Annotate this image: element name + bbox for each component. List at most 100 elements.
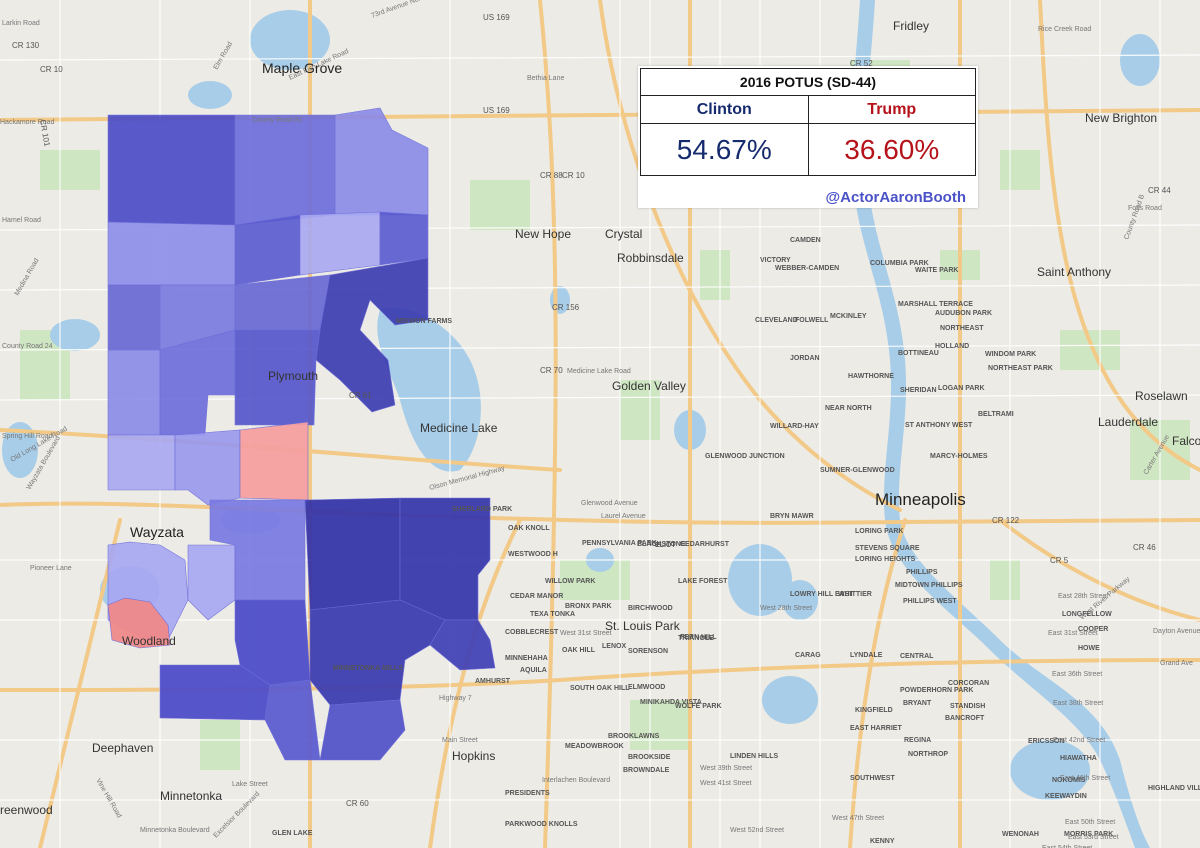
road-label: Foss Road bbox=[1128, 205, 1162, 212]
neighborhood-label: SORENSON bbox=[628, 648, 668, 655]
road-label: Bethia Lane bbox=[527, 75, 564, 82]
city-label: Deephaven bbox=[92, 741, 153, 755]
city-label: Lauderdale bbox=[1098, 415, 1158, 429]
election-result-box: 2016 POTUS (SD-44) Clinton Trump 54.67% … bbox=[638, 66, 978, 208]
neighborhood-label: SHERIDAN bbox=[900, 387, 937, 394]
neighborhood-label: LENOX bbox=[602, 643, 626, 650]
district-north[interactable] bbox=[107, 107, 429, 506]
city-label: Plymouth bbox=[268, 369, 318, 383]
neighborhood-label: WENONAH bbox=[1002, 831, 1039, 838]
precinct bbox=[299, 211, 381, 276]
neighborhood-label: SOUTH OAK HILL bbox=[570, 685, 630, 692]
road-label: CR 52 bbox=[850, 59, 873, 68]
neighborhood-label: WESTWOOD H bbox=[508, 551, 558, 558]
neighborhood-label: ERICSSON bbox=[1028, 738, 1065, 745]
city-label: Crystal bbox=[605, 227, 642, 241]
neighborhood-label: BRONX PARK bbox=[565, 603, 612, 610]
city-label: Roselawn bbox=[1135, 389, 1188, 403]
neighborhood-label: LORING HEIGHTS bbox=[855, 556, 916, 563]
road-label: CR 156 bbox=[552, 303, 580, 312]
road-label: CR 130 bbox=[12, 41, 40, 50]
city-label: Wayzata bbox=[130, 524, 184, 540]
clinton-percentage: 54.67% bbox=[641, 124, 809, 175]
precinct-rep bbox=[239, 421, 309, 501]
neighborhood-label: STANDISH bbox=[950, 703, 985, 710]
neighborhood-label: KENNY bbox=[870, 838, 895, 845]
precinct bbox=[379, 211, 429, 266]
city-label: Maple Grove bbox=[262, 60, 342, 76]
road-label: West 52nd Street bbox=[730, 827, 784, 834]
road-label: CR 44 bbox=[1148, 186, 1171, 195]
neighborhood-label: WILLARD-HAY bbox=[770, 423, 819, 430]
neighborhood-label: ELIOT bbox=[655, 542, 676, 549]
road-label: West 31st Street bbox=[560, 630, 612, 637]
road-label: Spring Hill Road bbox=[2, 433, 53, 440]
neighborhood-label: CARAG bbox=[795, 652, 821, 659]
road-label: Lake Street bbox=[232, 781, 268, 788]
road-label: East 50th Street bbox=[1065, 819, 1115, 826]
percentage-row: 54.67% 36.60% bbox=[641, 124, 975, 175]
neighborhood-label: HIAWATHA bbox=[1060, 755, 1097, 762]
road-label: Minnetonka Boulevard bbox=[140, 827, 210, 834]
precinct bbox=[107, 114, 236, 226]
neighborhood-label: LYNDALE bbox=[850, 652, 883, 659]
author-credit[interactable]: @ActorAaronBooth bbox=[825, 189, 966, 206]
precinct bbox=[234, 274, 331, 331]
neighborhood-label: VICTORY bbox=[760, 257, 791, 264]
city-label: reenwood bbox=[0, 803, 53, 817]
precinct bbox=[429, 619, 496, 671]
neighborhood-label: MORRIS PARK bbox=[1064, 831, 1113, 838]
city-label: Saint Anthony bbox=[1037, 265, 1111, 279]
neighborhood-label: BANCROFT bbox=[945, 715, 985, 722]
neighborhood-label: SUMNER-GLENWOOD bbox=[820, 467, 895, 474]
road-label: East 54th Street bbox=[1042, 845, 1092, 848]
road-label: East 53rd Street bbox=[1068, 834, 1119, 841]
precinct bbox=[187, 544, 236, 621]
road-label: Rice Creek Road bbox=[1038, 26, 1091, 33]
precinct bbox=[107, 434, 176, 491]
neighborhood-label: SOUTHWEST bbox=[850, 775, 895, 782]
road-label: CR 70 bbox=[540, 366, 563, 375]
neighborhood-label: EAST HARRIET bbox=[850, 725, 902, 732]
city-label: New Hope bbox=[515, 227, 571, 241]
road-label: Highway 7 bbox=[439, 695, 472, 702]
neighborhood-label: CORCORAN bbox=[948, 680, 989, 687]
neighborhood-label: PRESIDENTS bbox=[505, 790, 550, 797]
city-label: Woodland bbox=[122, 634, 176, 648]
neighborhood-label: HIGHLAND VILLAGE bbox=[1148, 785, 1200, 792]
neighborhood-label: LORING PARK bbox=[855, 528, 903, 535]
road-label: CR 5 bbox=[1050, 556, 1069, 565]
neighborhood-label: AQUILA bbox=[520, 667, 547, 674]
neighborhood-label: MISSION FARMS bbox=[396, 318, 452, 325]
road-label: West 39th Street bbox=[700, 765, 752, 772]
neighborhood-label: JORDAN bbox=[790, 355, 820, 362]
city-label: St. Louis Park bbox=[605, 619, 681, 633]
neighborhood-label: HAWTHORNE bbox=[848, 373, 894, 380]
road-label: Laurel Avenue bbox=[601, 513, 646, 520]
neighborhood-label: POWDERHORN PARK bbox=[900, 687, 973, 694]
neighborhood-label: MCKINLEY bbox=[830, 313, 867, 320]
candidate-clinton: Clinton bbox=[641, 96, 809, 124]
neighborhood-label: NEAR NORTH bbox=[825, 405, 872, 412]
neighborhood-label: MINIKAHDA VISTA bbox=[640, 699, 702, 706]
neighborhood-label: LOWRY HILL EAST bbox=[790, 591, 854, 598]
neighborhood-label: BROOKLAWNS bbox=[608, 733, 660, 740]
neighborhood-label: NORTHEAST bbox=[940, 325, 984, 332]
precinct bbox=[304, 497, 401, 611]
neighborhood-label: ELMWOOD bbox=[628, 684, 665, 691]
neighborhood-label: LOGAN PARK bbox=[938, 385, 985, 392]
neighborhood-label: MARSHALL TERRACE bbox=[898, 301, 973, 308]
precinct bbox=[399, 497, 491, 621]
district-south[interactable] bbox=[107, 497, 496, 761]
city-label: New Brighton bbox=[1085, 111, 1157, 125]
city-label: Medicine Lake bbox=[420, 421, 498, 435]
road-label: West 47th Street bbox=[832, 815, 884, 822]
neighborhood-label: WHITTIER bbox=[838, 591, 872, 598]
road-label: Dayton Avenue bbox=[1153, 628, 1200, 635]
neighborhood-label: COBBLECREST bbox=[505, 629, 559, 636]
precinct bbox=[107, 221, 236, 286]
candidate-row: Clinton Trump bbox=[641, 96, 975, 124]
precinct bbox=[264, 679, 321, 761]
neighborhood-label: COLUMBIA PARK bbox=[870, 260, 929, 267]
